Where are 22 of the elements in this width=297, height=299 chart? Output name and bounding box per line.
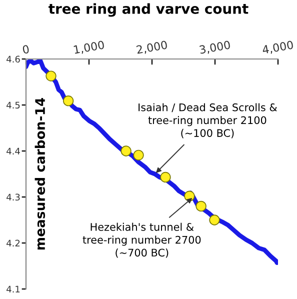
annotation: Hezekiah's tunnel & tree-ring number 2700 (~700 BC) xyxy=(82,222,201,258)
point xyxy=(196,200,206,212)
annotation: Isaiah / Dead Sea Scrolls & tree-ring number 2100 (~100 BC) xyxy=(138,103,277,138)
x-tick-label: 2,000 xyxy=(136,40,168,56)
x-tick-label: 3,000 xyxy=(199,40,231,56)
point xyxy=(160,172,171,183)
y-tick-label: 4.3 xyxy=(6,194,20,201)
x-tick-label: 4,000 xyxy=(262,40,294,56)
y-tick-label: 4.2 xyxy=(6,240,20,246)
point xyxy=(133,150,144,160)
y-tick-label: 4.4 xyxy=(6,148,20,154)
y-tick-label: 4.1 xyxy=(6,286,20,292)
point xyxy=(120,146,132,156)
point xyxy=(209,214,220,226)
y-axis-title: measured carbon-14 xyxy=(34,98,46,250)
point xyxy=(63,96,74,106)
y-tick-label: 4.6 xyxy=(6,56,20,63)
x-tick-label: 1,000 xyxy=(74,40,105,56)
x-tick-label: 0 xyxy=(22,44,30,54)
y-tick-label: 4.5 xyxy=(6,102,20,109)
point xyxy=(46,70,56,82)
x-axis-title: tree ring and varve count xyxy=(48,3,248,17)
